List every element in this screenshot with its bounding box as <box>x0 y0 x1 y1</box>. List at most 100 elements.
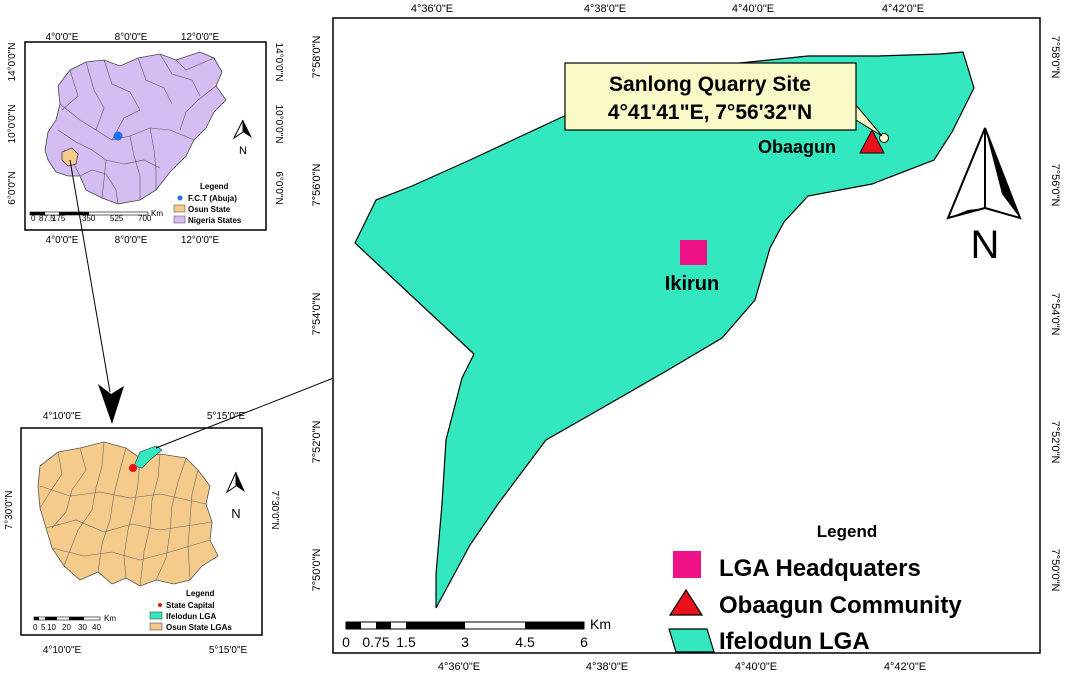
nigeria-north-label: N <box>239 145 247 157</box>
nigeria-legend-states: Nigeria States <box>188 216 242 225</box>
main-legend: Legend LGA Headquaters Obaagun Community… <box>668 522 962 655</box>
nigeria-inset: 4°0'0"E 8°0'0"E 12°0'0"E 4°0'0"E 8°0'0"E… <box>7 32 284 246</box>
fct-abuja-marker <box>113 131 123 141</box>
main-top-tick-1: 4°36'0"E <box>411 3 453 15</box>
quarry-callout: Sanlong Quarry Site 4°41'41"E, 7°56'32"N <box>564 62 883 137</box>
main-top-tick-3: 4°40'0"E <box>732 3 774 15</box>
osun-scale-3: 20 <box>62 623 71 632</box>
main-bottom-tick-3: 4°40'0"E <box>735 661 777 673</box>
nigeria-top-tick-1: 4°0'0"E <box>46 32 79 43</box>
osun-top-tick-1: 4°10'0"E <box>43 411 82 422</box>
main-bottom-tick-1: 4°36'0"E <box>438 661 480 673</box>
nigeria-scale-1: 87.5 <box>39 214 55 223</box>
osun-bottom-tick-1: 4°10'0"E <box>43 645 82 656</box>
nigeria-scale-0: 0 <box>31 214 36 223</box>
nigeria-states-polygon <box>44 51 227 205</box>
osun-to-main-arrow-line <box>155 365 365 449</box>
osun-legend-lgas: Osun State LGAs <box>166 623 232 632</box>
osun-north-arrow-icon: N <box>225 471 245 521</box>
main-left-tick-3: 7°54'0"N <box>311 293 323 336</box>
main-left-tick-1: 7°58'0"N <box>311 36 323 79</box>
osun-legend-title: Legend <box>186 589 215 598</box>
ikirun-lga-hq-marker <box>680 240 707 265</box>
main-left-tick-5: 7°50'0"N <box>311 549 323 592</box>
nigeria-right-tick-3: 6°0'0"N <box>273 171 284 204</box>
nigeria-state-boundaries <box>57 53 217 205</box>
osun-legend-capital: State Capital <box>166 601 214 610</box>
main-north-label: N <box>971 223 1000 267</box>
nigeria-legend-title: Legend <box>200 182 229 191</box>
main-scale-2: 1.5 <box>396 634 416 650</box>
legend-community-swatch <box>668 588 704 616</box>
osun-bottom-tick-2: 5°15'0"E <box>209 645 248 656</box>
osun-scale-1: 5 <box>41 623 46 632</box>
osun-lga-boundaries <box>39 441 213 587</box>
nigeria-bottom-tick-2: 8°0'0"E <box>115 235 148 246</box>
osun-left-tick-1: 7°30'0"N <box>4 491 15 530</box>
nigeria-right-tick-1: 14°0'0"N <box>273 43 284 82</box>
legend-ifelodun-label: Ifelodun LGA <box>719 628 870 655</box>
osun-state-polygon <box>61 147 79 167</box>
legend-lga-hq-swatch <box>673 551 701 578</box>
main-map: Ikirun Obaagun Sanlong Quarry Site 4°41'… <box>311 3 1061 673</box>
nigeria-left-tick-1: 14°0'0"N <box>7 43 18 82</box>
osun-north-label: N <box>231 506 240 521</box>
osun-right-tick-1: 7°30'0"N <box>269 491 280 530</box>
nigeria-to-osun-arrow-line <box>69 159 111 393</box>
main-right-tick-5: 7°50'0"N <box>1049 549 1061 592</box>
nigeria-legend-osun-swatch <box>173 204 186 213</box>
osun-scale-bar: 0 5 10 20 30 40 Km <box>33 614 116 632</box>
nigeria-top-tick-3: 12°0'0"E <box>181 32 220 43</box>
main-scale-0: 0 <box>342 634 350 650</box>
osun-scale-5: 40 <box>92 623 101 632</box>
main-top-tick-4: 4°42'0"E <box>882 3 924 15</box>
main-scale-unit: Km <box>590 616 611 632</box>
osun-state-capital-marker <box>129 464 137 472</box>
obaagun-community-marker <box>859 128 885 154</box>
nigeria-north-arrow-icon: N <box>232 119 252 157</box>
osun-legend-capital-swatch <box>158 603 162 607</box>
main-north-arrow-icon: N <box>946 127 1022 267</box>
nigeria-legend-states-swatch <box>173 215 186 224</box>
osun-inset: 4°10'0"E 5°15'0"E 4°10'0"E 5°15'0"E 7°30… <box>4 411 280 656</box>
main-right-tick-2: 7°56'0"N <box>1049 164 1061 207</box>
nigeria-legend-osun: Osun State <box>188 205 231 214</box>
main-right-tick-4: 7°52'0"N <box>1049 421 1061 464</box>
callout-coordinates: 4°41'41"E, 7°56'32"N <box>608 101 812 124</box>
main-legend-title: Legend <box>817 522 877 541</box>
osun-top-tick-2: 5°15'0"E <box>207 411 246 422</box>
nigeria-scale-4: 525 <box>110 214 124 223</box>
osun-scale-4: 30 <box>78 623 87 632</box>
main-scale-4: 4.5 <box>515 634 535 650</box>
nigeria-scale-unit: Km <box>151 209 163 218</box>
osun-ifelodun-polygon <box>133 445 163 469</box>
legend-lga-hq-label: LGA Headquaters <box>719 555 921 582</box>
main-bottom-tick-2: 4°38'0"E <box>586 661 628 673</box>
nigeria-top-tick-2: 8°0'0"E <box>115 32 148 43</box>
nigeria-legend-fct-swatch <box>177 195 183 201</box>
callout-title: Sanlong Quarry Site <box>609 73 811 96</box>
main-right-tick-1: 7°58'0"N <box>1049 36 1061 79</box>
obaagun-label: Obaagun <box>758 137 836 157</box>
osun-legend-lgas-swatch <box>149 622 163 631</box>
main-scale-5: 6 <box>580 634 588 650</box>
nigeria-bottom-tick-3: 12°0'0"E <box>181 235 220 246</box>
osun-scale-0: 0 <box>33 623 38 632</box>
nigeria-left-tick-2: 10°0'0"N <box>7 105 18 144</box>
ikirun-label: Ikirun <box>665 273 719 295</box>
nigeria-scale-2: 175 <box>52 214 66 223</box>
main-scale-3: 3 <box>461 634 469 650</box>
legend-ifelodun-swatch <box>668 628 715 653</box>
osun-scale-2: 10 <box>47 623 56 632</box>
osun-legend-ifelodun-swatch <box>149 611 163 620</box>
main-scale-1: 0.75 <box>362 634 389 650</box>
main-scale-bar: 0 0.75 1.5 3 4.5 6 Km <box>342 616 611 650</box>
legend-community-label: Obaagun Community <box>719 592 962 619</box>
main-bottom-tick-4: 4°42'0"E <box>884 661 926 673</box>
main-right-tick-3: 7°54'0"N <box>1049 293 1061 336</box>
main-top-tick-2: 4°38'0"E <box>584 3 626 15</box>
main-left-tick-4: 7°52'0"N <box>311 421 323 464</box>
nigeria-scale-bar: 0 87.5 175 350 525 700 Km <box>29 209 163 223</box>
main-left-tick-2: 7°56'0"N <box>311 164 323 207</box>
